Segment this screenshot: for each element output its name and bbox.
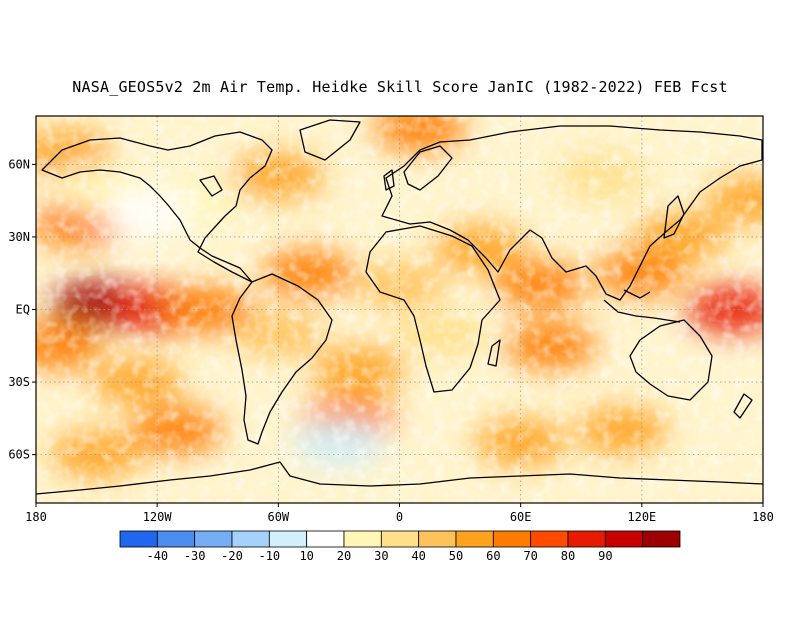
- colorbar-bin-0: [119, 530, 158, 548]
- coast-africa: [365, 225, 501, 393]
- longitude-labels: 180 120W 60W 0 60E 120E 180: [25, 503, 774, 524]
- coast-south-america: [231, 273, 333, 445]
- colorbar-label-12: 80: [561, 549, 575, 563]
- colorbar-bin-8: [418, 530, 457, 548]
- coast-madagascar: [487, 339, 501, 367]
- lon-label-0: 180: [25, 510, 47, 524]
- coast-australia: [629, 319, 713, 401]
- coast-antarctica: [36, 461, 763, 495]
- colorbar: -40 -30 -20 -10 10 20 30 40 50 60 70 80 90: [119, 530, 681, 563]
- colorbar-bin-9: [455, 530, 494, 548]
- coast-indonesia: [603, 289, 681, 323]
- lat-label-1: 30N: [8, 230, 30, 244]
- coast-uk: [383, 169, 395, 191]
- coast-eurasia: [381, 125, 763, 301]
- colorbar-label-6: 20: [337, 549, 351, 563]
- lon-label-6: 180: [752, 510, 774, 524]
- colorbar-label-9: 50: [449, 549, 463, 563]
- colorbar-label-5: 10: [299, 549, 313, 563]
- lat-label-3: 30S: [8, 375, 30, 389]
- coast-new-zealand: [733, 393, 753, 419]
- colorbar-label-11: 70: [523, 549, 537, 563]
- coast-scandinavia: [403, 145, 453, 191]
- colorbar-bin-4: [268, 530, 308, 548]
- lon-label-4: 60E: [510, 510, 532, 524]
- lon-label-5: 120E: [627, 510, 656, 524]
- colorbar-label-8: 40: [411, 549, 425, 563]
- lon-label-2: 60W: [267, 510, 289, 524]
- colorbar-bin-6: [343, 530, 382, 548]
- coast-greenland: [299, 119, 361, 161]
- lon-label-1: 120W: [143, 510, 173, 524]
- colorbar-label-13: 90: [598, 549, 612, 563]
- coast-hudson-bay: [199, 175, 223, 197]
- colorbar-bin-12: [567, 530, 606, 548]
- map-title: NASA_GEOS5v2 2m Air Temp. Heidke Skill S…: [72, 78, 728, 96]
- colorbar-bin-7: [380, 530, 420, 548]
- coast-north-america: [41, 131, 273, 283]
- colorbar-bin-13: [604, 530, 644, 548]
- coastlines: [36, 119, 763, 495]
- lat-label-4: 60S: [8, 448, 30, 462]
- lat-label-2: EQ: [16, 303, 30, 317]
- lat-label-0: 60N: [8, 157, 30, 171]
- colorbar-bin-2: [194, 530, 233, 548]
- coast-japan: [663, 195, 685, 239]
- colorbar-bin-5: [306, 530, 345, 548]
- colorbar-bin-11: [530, 530, 569, 548]
- colorbar-label-4: -10: [258, 549, 280, 563]
- colorbar-bin-14: [642, 530, 681, 548]
- colorbar-label-7: 30: [374, 549, 388, 563]
- colorbar-bin-1: [156, 530, 196, 548]
- lon-label-3: 0: [396, 510, 403, 524]
- gridlines: [36, 116, 763, 503]
- colorbar-bin-10: [492, 530, 532, 548]
- colorbar-label-2: -30: [184, 549, 206, 563]
- colorbar-label-10: 60: [486, 549, 500, 563]
- colorbar-label-3: -20: [221, 549, 243, 563]
- latitude-labels: 60N 30N EQ 30S 60S: [8, 157, 36, 462]
- colorbar-label-1: -40: [146, 549, 168, 563]
- colorbar-bin-3: [231, 530, 270, 548]
